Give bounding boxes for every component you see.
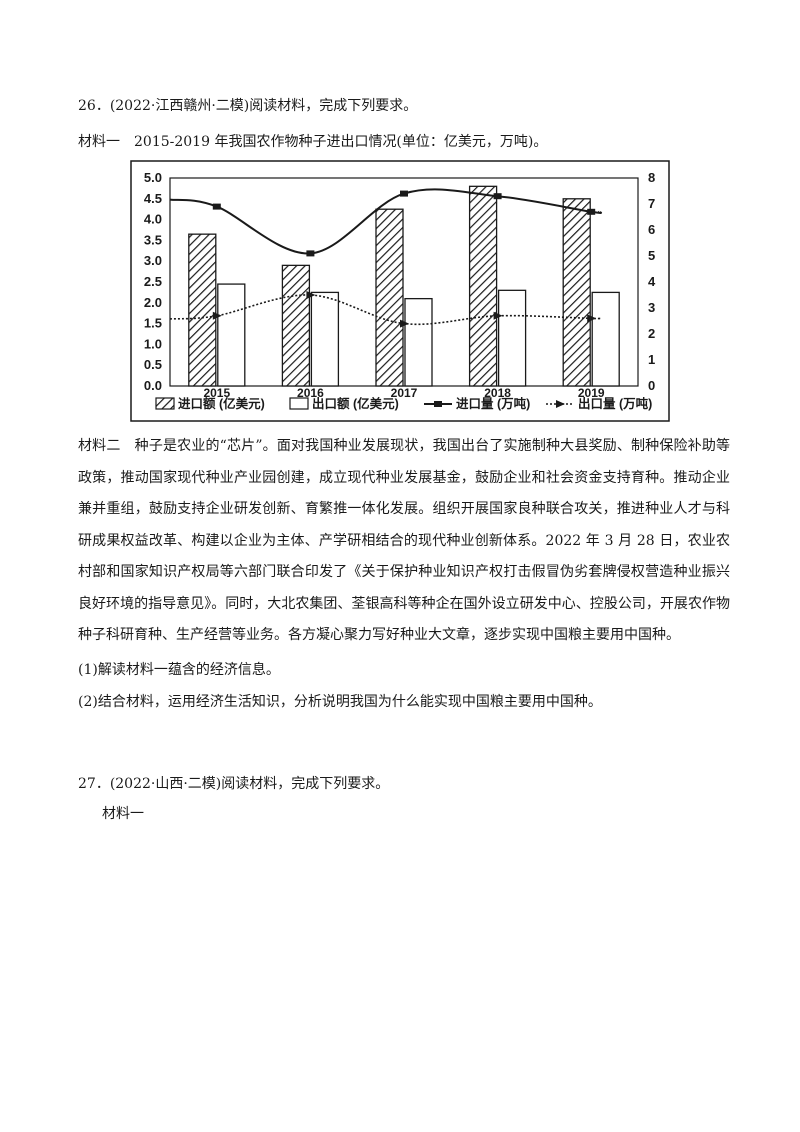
point-export-quantity — [400, 319, 409, 328]
left-tick-label: 1.0 — [144, 336, 162, 351]
chart-frame — [130, 160, 670, 422]
legend-label-export-value: 出口额 (亿美元) — [312, 396, 399, 411]
bar-export-value — [404, 297, 433, 387]
category-label: 2017 — [391, 386, 418, 400]
plot-area — [169, 177, 639, 387]
right-tick-label: 4 — [648, 274, 656, 289]
left-tick-label: 2.0 — [144, 295, 162, 310]
bar-export-value — [217, 283, 246, 387]
bar-import-value — [468, 185, 498, 387]
point-export-quantity — [306, 291, 316, 299]
bar-import-value — [188, 233, 217, 387]
left-tick-label: 4.0 — [144, 212, 162, 227]
category-label: 2019 — [578, 386, 605, 400]
point-export-quantity — [493, 311, 503, 320]
category-label: 2015 — [203, 386, 230, 400]
q26-material1-intro: 材料一 2015-2019 年我国农作物种子进出口情况(单位：亿美元，万吨)。 — [78, 134, 548, 150]
seed-trade-chart: 0.0 0.5 1.0 1.5 2.0 2.5 3.0 3.5 4.0 4.5 5.0 0 1 2 3 4 5 6… — [130, 160, 670, 422]
chart-svg: 0.0 0.5 1.0 1.5 2.0 2.5 3.0 3.5 4.0 4.5 5.0 0 1 2 3 4 5 6… — [130, 160, 670, 422]
bar-export-value — [497, 289, 527, 387]
left-tick-label: 1.5 — [144, 316, 162, 331]
point-import-quantity — [306, 250, 315, 257]
point-export-quantity — [587, 314, 597, 323]
legend-label-import-quantity: 进口量 (万吨) — [456, 396, 530, 411]
right-tick-label: 7 — [648, 196, 655, 211]
legend-label-import-value: 进口额 (亿美元) — [178, 396, 265, 411]
legend-marker-export-quantity — [556, 400, 565, 408]
point-import-quantity — [493, 193, 502, 200]
left-tick-label: 5.0 — [144, 170, 162, 185]
point-import-quantity — [587, 208, 596, 215]
q26-question-1: (1)解读材料一蕴含的经济信息。 — [78, 662, 280, 678]
bar-export-value — [591, 291, 620, 387]
point-import-quantity — [400, 190, 408, 197]
q27-heading: 27．(2022·山西·二模)阅读材料，完成下列要求。 — [78, 776, 390, 792]
legend-swatch-export-value — [289, 397, 309, 410]
bar-export-value — [310, 291, 340, 387]
bar-import-value — [281, 264, 311, 387]
legend-label-export-quantity: 出口量 (万吨) — [578, 396, 652, 411]
q26-heading: 26．(2022·江西赣州·二模)阅读材料，完成下列要求。 — [78, 98, 418, 114]
point-import-quantity — [212, 203, 221, 210]
left-tick-label: 2.5 — [144, 274, 162, 289]
left-tick-label: 0.0 — [144, 378, 162, 393]
q26-material2: 材料二 种子是农业的“芯片”。面对我国种业发展现状，我国出台了实施制种大县奖励、… — [78, 438, 730, 643]
q27-material1-intro: 材料一 — [102, 806, 144, 822]
left-tick-label: 0.5 — [144, 357, 162, 372]
left-tick-label: 4.5 — [144, 191, 162, 206]
left-tick-label: 3.5 — [144, 232, 162, 247]
right-tick-label: 0 — [648, 378, 655, 393]
bar-import-value — [562, 198, 591, 387]
bar-import-value — [375, 208, 404, 387]
q26-question-2: (2)结合材料，运用经济生活知识，分析说明我国为什么能实现中国粮主要用中国种。 — [78, 694, 602, 710]
legend-marker-import-quantity — [434, 401, 442, 407]
point-export-quantity — [212, 311, 222, 320]
right-tick-label: 1 — [648, 352, 655, 367]
left-tick-label: 3.0 — [144, 253, 162, 268]
category-label: 2016 — [297, 386, 324, 400]
legend-swatch-import-value — [155, 397, 175, 410]
right-tick-label: 2 — [648, 326, 655, 341]
right-tick-label: 6 — [648, 222, 655, 237]
category-label: 2018 — [484, 386, 511, 400]
right-tick-label: 8 — [648, 170, 655, 185]
right-tick-label: 3 — [648, 300, 655, 315]
right-tick-label: 5 — [648, 248, 655, 263]
